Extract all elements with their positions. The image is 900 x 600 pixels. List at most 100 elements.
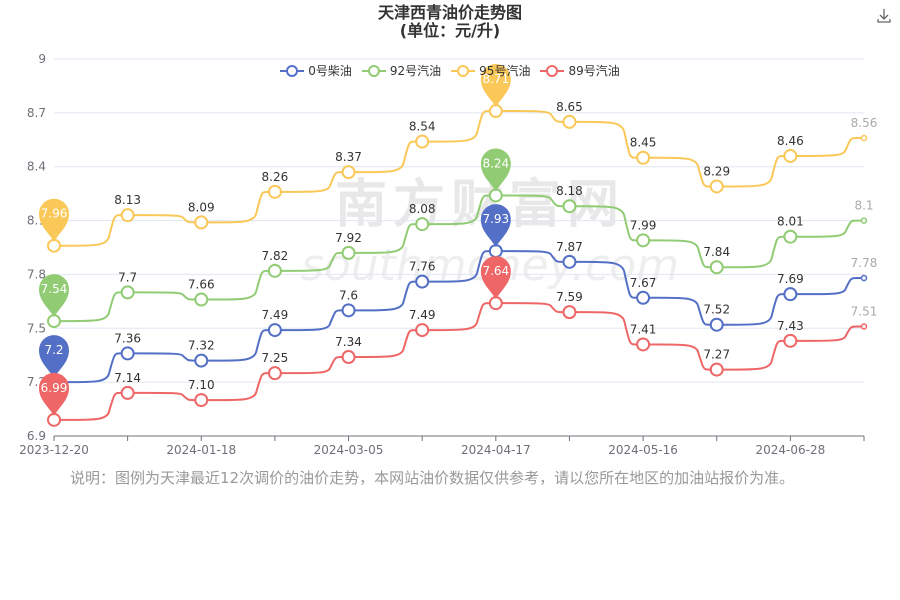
data-label: 8.37	[335, 150, 362, 164]
y-tick-label: 6.9	[27, 429, 46, 443]
chart-note: 说明：图例为天津最近12次调价的油价走势，本网站油价数据仅供参考，请以您所在地区…	[70, 469, 795, 487]
markpoint-pin	[39, 335, 69, 379]
legend-item[interactable]: 92号汽油	[361, 62, 442, 79]
data-label: 8.56	[851, 116, 878, 130]
y-tick-label: 8.7	[27, 106, 46, 120]
data-label: 7.36	[114, 331, 141, 345]
data-label: 7.87	[556, 240, 583, 254]
data-label: 7.49	[262, 308, 289, 322]
legend-label: 0号柴油	[308, 64, 352, 78]
data-label: 8.45	[630, 136, 657, 150]
data-point	[415, 323, 430, 338]
series-line	[54, 302, 864, 421]
markpoint-pin	[480, 148, 511, 192]
data-point	[562, 199, 577, 214]
x-tick-label: 2023-12-20	[19, 443, 89, 457]
data-label: 8.08	[409, 202, 436, 216]
data-label: 7.92	[335, 231, 362, 245]
data-point	[267, 366, 282, 381]
data-label: 7.14	[114, 371, 141, 385]
data-label: 7.27	[703, 348, 730, 362]
data-label: 7.6	[339, 288, 358, 302]
legend-marker-circle	[286, 64, 299, 77]
data-point	[415, 217, 430, 232]
x-tick-label: 2024-01-18	[166, 443, 236, 457]
legend-marker-icon	[451, 64, 476, 77]
download-icon[interactable]	[874, 6, 894, 26]
data-label: 7.34	[335, 335, 362, 349]
x-tick-label: 2024-03-05	[314, 443, 384, 457]
markpoint-label: 8.24	[482, 156, 509, 170]
data-point	[709, 260, 724, 275]
series-lines	[47, 104, 868, 427]
legend-label: 92号汽油	[389, 64, 442, 78]
data-label: 7.67	[630, 276, 657, 290]
data-label: 7.49	[409, 308, 436, 322]
data-point	[341, 165, 356, 180]
data-point	[860, 274, 868, 282]
data-label: 8.54	[409, 120, 436, 134]
data-point	[341, 303, 356, 318]
series-line	[54, 194, 864, 323]
data-point	[562, 114, 577, 129]
legend-label: 89号汽油	[568, 64, 620, 78]
data-label: 8.09	[188, 200, 215, 214]
data-label: 7.84	[703, 245, 730, 259]
markpoint-pin	[480, 64, 511, 108]
series-line	[54, 250, 864, 384]
data-label: 8.65	[556, 100, 583, 114]
data-label: 7.69	[777, 272, 804, 286]
data-point	[562, 254, 577, 269]
legend-item[interactable]: 89号汽油	[540, 62, 620, 79]
data-point	[415, 274, 430, 289]
legend-marker-icon	[540, 64, 565, 77]
chart-title: 天津西青油价走势图 (单位：元/升)	[0, 4, 900, 40]
data-label: 8.29	[703, 164, 730, 178]
y-tick-label: 8.4	[27, 160, 46, 174]
data-point	[783, 229, 798, 244]
legend-item[interactable]: 95号汽油	[451, 62, 530, 79]
data-point	[783, 148, 798, 163]
data-point	[636, 150, 651, 165]
data-label: 8.13	[114, 193, 141, 207]
data-label: 7.7	[118, 270, 137, 284]
markpoint-label: 6.99	[41, 381, 68, 395]
data-label: 7.99	[630, 218, 657, 232]
data-label: 8.18	[556, 184, 583, 198]
grid-lines	[54, 58, 864, 437]
series-line	[54, 110, 864, 247]
data-point	[636, 337, 651, 352]
chart-title-unit: (单位：元/升)	[399, 21, 501, 40]
data-point	[194, 215, 209, 230]
data-point	[415, 134, 430, 149]
legend-item[interactable]: 0号柴油	[280, 62, 352, 79]
data-point	[341, 245, 356, 260]
data-label: 7.41	[630, 322, 657, 336]
data-point	[120, 346, 135, 361]
data-label: 7.59	[556, 290, 583, 304]
data-label: 8.26	[262, 170, 289, 184]
data-point	[860, 323, 868, 330]
download-icon-glyph	[877, 9, 891, 23]
markpoint-label: 7.64	[482, 264, 509, 278]
data-point	[636, 290, 651, 305]
data-label: 7.10	[188, 378, 215, 392]
data-label: 8.46	[777, 134, 804, 148]
data-label: 7.78	[851, 256, 878, 270]
data-point	[709, 362, 724, 377]
data-point	[267, 184, 282, 199]
x-tick-label: 2024-06-28	[755, 443, 825, 457]
data-label: 8.01	[777, 215, 804, 229]
legend-marker-circle	[457, 64, 470, 77]
data-point	[267, 323, 282, 338]
data-point	[120, 285, 135, 300]
chart-title-main: 天津西青油价走势图	[377, 3, 522, 22]
y-tick-label: 9	[38, 52, 46, 66]
data-point	[860, 134, 868, 142]
data-point	[120, 385, 135, 400]
legend-marker-icon	[361, 64, 386, 77]
x-tick-label: 2024-05-16	[608, 443, 678, 457]
legend-label: 95号汽油	[479, 64, 531, 78]
markpoint-pin	[39, 274, 69, 318]
